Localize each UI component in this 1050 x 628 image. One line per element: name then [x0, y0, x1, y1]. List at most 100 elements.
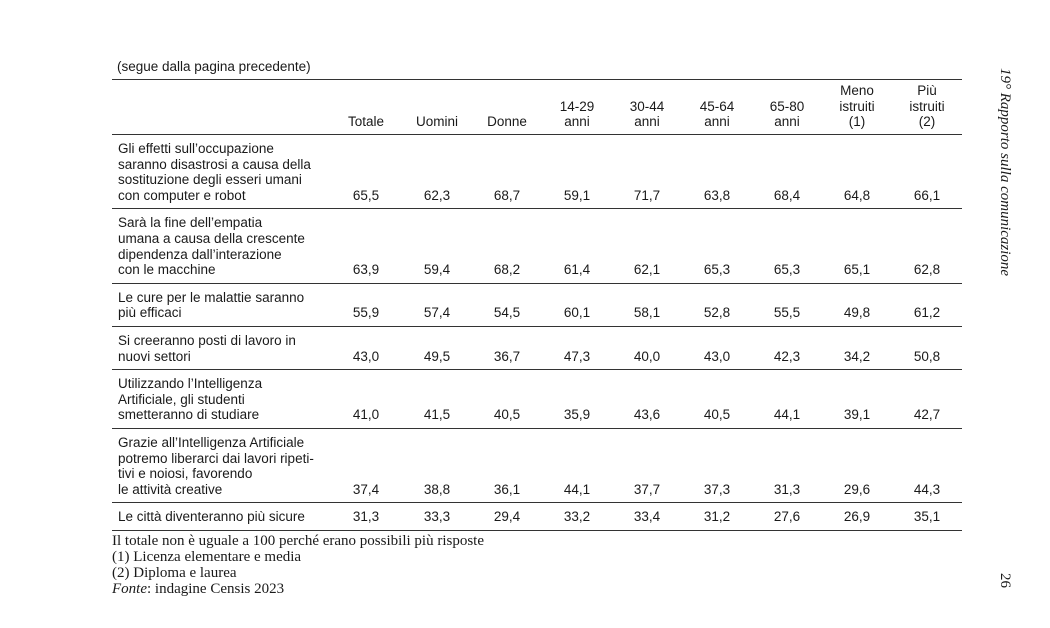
- table-cell-value: 64,8: [843, 187, 871, 203]
- column-header-line: Totale: [347, 114, 385, 130]
- table-cell-value: 55,9: [352, 305, 380, 321]
- table-cell-value: 44,1: [563, 481, 591, 497]
- table-cell-value: 40,0: [633, 348, 661, 364]
- row-label-line: con computer e robot: [118, 187, 246, 203]
- table-cell-value: 31,3: [352, 509, 380, 525]
- column-header: 65-80 anni: [752, 80, 822, 135]
- table-row: Si creeranno posti di lavoro in nuovi set…: [112, 326, 962, 370]
- table-cell-value: 40,5: [703, 407, 731, 423]
- column-header-line: (1): [848, 114, 866, 130]
- table-row: Utilizzando l’Intelligenza Artificiale, g…: [112, 370, 962, 429]
- table-cell-value: 68,2: [493, 262, 521, 278]
- column-header-line: Meno: [840, 83, 874, 99]
- column-header: 45-64 anni: [682, 80, 752, 135]
- row-label-line: le attività creative: [118, 481, 223, 497]
- column-header-line: istruiti: [839, 98, 875, 114]
- table-cell-value: 41,5: [423, 407, 451, 423]
- table-cell-value: 37,3: [703, 481, 731, 497]
- table-cell-value: 50,8: [913, 348, 941, 364]
- table-cell-value: 47,3: [563, 348, 591, 364]
- table-cell-value: 65,5: [352, 187, 380, 203]
- table-cell-value: 44,3: [913, 481, 941, 497]
- table-cell-value: 62,8: [913, 262, 941, 278]
- running-title: 19° Rapporto sulla comunicazione: [997, 68, 1013, 277]
- row-label-line: umana a causa della crescente: [118, 230, 305, 246]
- table-cell-value: 43,6: [633, 407, 661, 423]
- table-cell-value: 65,1: [843, 262, 871, 278]
- row-label: Le città diventeranno più sicure: [112, 503, 330, 531]
- table-cell-value: 39,1: [843, 407, 871, 423]
- table-row: Grazie all’Intelligenza Artificiale potre…: [112, 428, 962, 503]
- table-row: Le cure per le malattie saranno più effic…: [112, 283, 962, 327]
- table-cell-value: 71,7: [633, 187, 661, 203]
- column-header: Donne: [472, 80, 542, 135]
- row-label: Si creeranno posti di lavoro in nuovi set…: [112, 326, 330, 369]
- row-label: Grazie all’Intelligenza Artificiale potre…: [112, 428, 330, 502]
- column-header-line: 45-64: [699, 98, 735, 114]
- row-label-line: Artificiale, gli studenti: [118, 391, 245, 407]
- table-cell-value: 29,4: [493, 509, 521, 525]
- column-header-line: 30-44: [629, 98, 665, 114]
- row-label-line: sostituzione degli esseri umani: [118, 172, 302, 188]
- footnote-1: (1) Licenza elementare e media: [112, 549, 302, 565]
- column-header-line: Uomini: [415, 114, 458, 130]
- column-header-line: anni: [774, 114, 800, 130]
- column-header-line: 65-80: [769, 98, 805, 114]
- row-label-line: saranno disastrosi a causa della: [118, 156, 311, 172]
- table-cell-value: 31,2: [703, 509, 731, 525]
- table-cell-value: 59,1: [563, 187, 591, 203]
- table-cell-value: 36,7: [493, 348, 521, 364]
- source-text: : indagine Censis 2023: [147, 581, 285, 597]
- table-cell-value: 58,1: [633, 305, 661, 321]
- column-header-line: anni: [704, 114, 730, 130]
- table-cell-value: 66,1: [913, 187, 941, 203]
- table-cell-value: 68,4: [773, 187, 801, 203]
- table-header-row: Totale Uomini Donne 14-29 anni 30-44 anni …: [112, 79, 962, 135]
- table-notes: Il totale non è uguale a 100 perché eran…: [112, 533, 484, 597]
- footnote-2: (2) Diploma e laurea: [112, 565, 237, 581]
- table-cell-value: 62,1: [633, 262, 661, 278]
- row-label-line: dipendenza dall’interazione: [118, 246, 282, 262]
- row-label: Le cure per le malattie saranno più effic…: [112, 283, 330, 326]
- table-cell-value: 41,0: [352, 407, 380, 423]
- table-cell-value: 49,5: [423, 348, 451, 364]
- survey-table: Totale Uomini Donne 14-29 anni 30-44 anni …: [112, 79, 962, 531]
- column-header-line: istruiti: [909, 98, 945, 114]
- table-cell-value: 65,3: [773, 262, 801, 278]
- table-cell-value: 26,9: [843, 509, 871, 525]
- header-label-column: [112, 80, 330, 135]
- table-cell-value: 42,3: [773, 348, 801, 364]
- row-label-line: con le macchine: [118, 262, 216, 278]
- table-cell-value: 63,8: [703, 187, 731, 203]
- table-cell-value: 55,5: [773, 305, 801, 321]
- table-cell-value: 29,6: [843, 481, 871, 497]
- table-cell-value: 61,2: [913, 305, 941, 321]
- row-label-line: Grazie all’Intelligenza Artificiale: [118, 434, 305, 450]
- table-cell-value: 43,0: [352, 348, 380, 364]
- table-cell-value: 52,8: [703, 305, 731, 321]
- table-cell-value: 42,7: [913, 407, 941, 423]
- row-label-line: smetteranno di studiare: [118, 407, 260, 423]
- row-label-line: Utilizzando l’Intelligenza: [118, 376, 263, 392]
- column-header-line: (2): [918, 114, 936, 130]
- column-header-line: anni: [634, 114, 660, 130]
- table-cell-value: 35,1: [913, 509, 941, 525]
- row-label-line: Le città diventeranno più sicure: [118, 509, 305, 525]
- column-header: Uomini: [402, 80, 472, 135]
- total-note: Il totale non è uguale a 100 perché eran…: [112, 533, 484, 549]
- table-cell-value: 62,3: [423, 187, 451, 203]
- table-cell-value: 36,1: [493, 481, 521, 497]
- row-label-line: Sarà la fine dell’empatia: [118, 215, 263, 231]
- continuation-note: (segue dalla pagina precedente): [117, 59, 311, 74]
- column-header: 14-29 anni: [542, 80, 612, 135]
- column-header-line: Più: [917, 83, 937, 99]
- table-cell-value: 33,3: [423, 509, 451, 525]
- source-label: Fonte: [112, 581, 147, 597]
- row-label-line: Si creeranno posti di lavoro in: [118, 332, 296, 348]
- source-note: Fonte: indagine Censis 2023: [112, 581, 484, 597]
- table-cell-value: 59,4: [423, 262, 451, 278]
- column-header: Più istruiti (2): [892, 80, 962, 135]
- table-row: Sarà la fine dell’empatia umana a causa d…: [112, 209, 962, 284]
- table-cell-value: 40,5: [493, 407, 521, 423]
